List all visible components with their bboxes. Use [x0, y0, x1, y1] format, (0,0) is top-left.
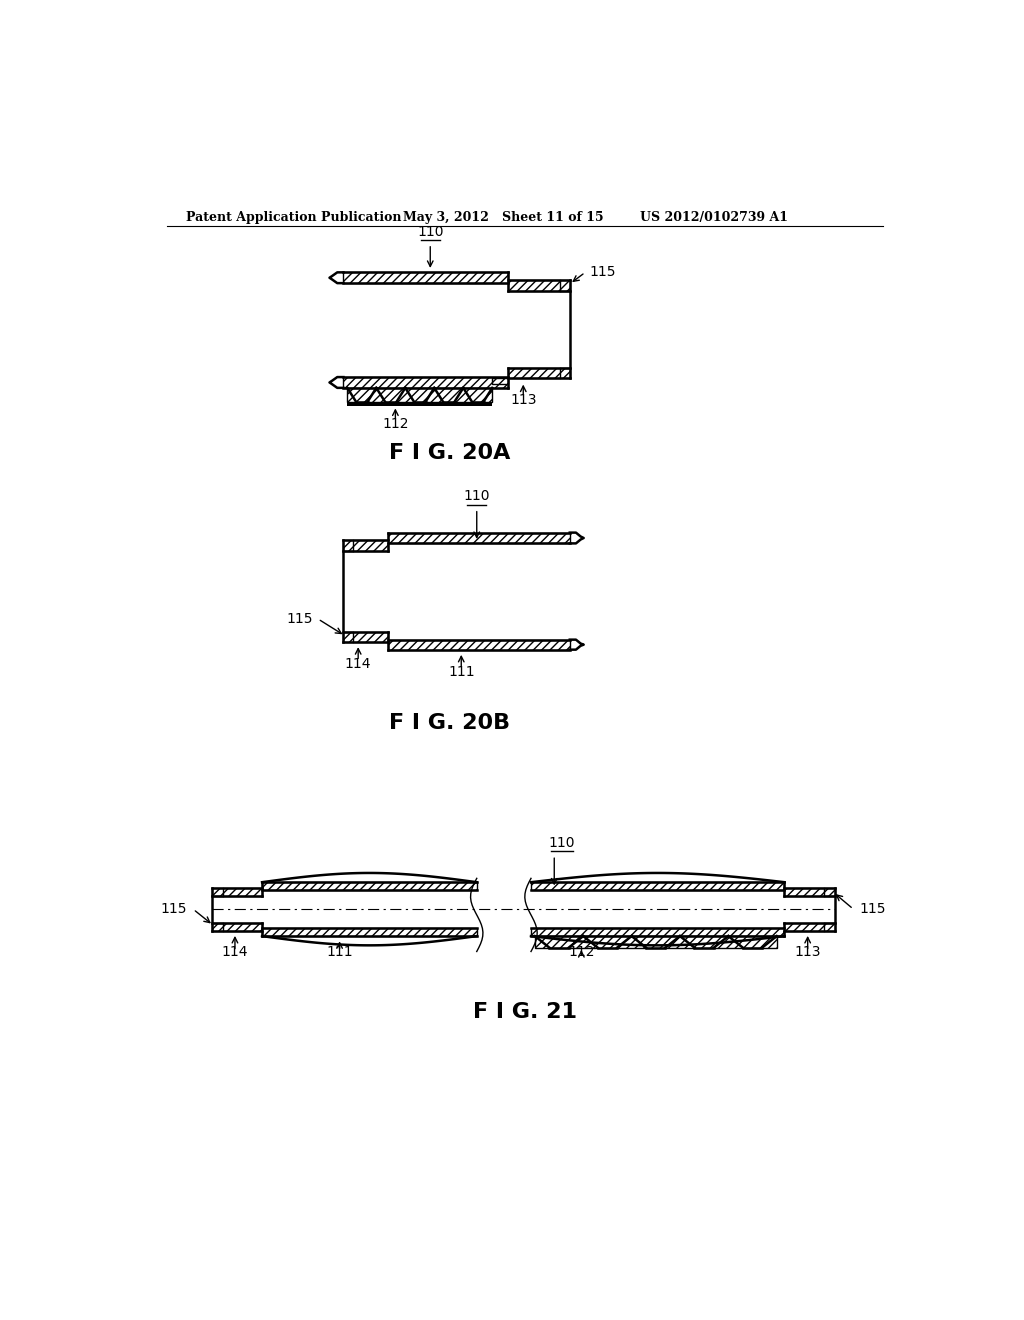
Text: 110: 110 [464, 490, 490, 503]
Bar [262, 882, 477, 890]
Bar [535, 936, 776, 948]
Bar [531, 928, 784, 936]
Text: US 2012/0102739 A1: US 2012/0102739 A1 [640, 211, 787, 224]
Bar [262, 928, 477, 936]
Text: 115: 115 [859, 902, 886, 916]
Bar [212, 923, 262, 931]
Text: 114: 114 [345, 657, 372, 671]
Text: May 3, 2012   Sheet 11 of 15: May 3, 2012 Sheet 11 of 15 [403, 211, 604, 224]
Text: 115: 115 [161, 902, 187, 916]
Bar [212, 888, 262, 896]
Text: 115: 115 [589, 265, 615, 280]
Bar [508, 280, 569, 290]
Text: F I G. 21: F I G. 21 [473, 1002, 577, 1022]
Bar [343, 378, 508, 388]
Bar [784, 923, 835, 931]
Text: 112: 112 [382, 417, 409, 430]
Text: F I G. 20A: F I G. 20A [389, 444, 510, 463]
Bar [508, 368, 569, 378]
Text: 115: 115 [286, 612, 312, 626]
Bar [388, 640, 569, 649]
Bar [343, 632, 388, 642]
Text: 112: 112 [568, 945, 595, 960]
Bar [388, 533, 569, 544]
Bar [531, 882, 784, 890]
Text: 114: 114 [222, 945, 248, 960]
Text: Patent Application Publication: Patent Application Publication [186, 211, 401, 224]
Text: 113: 113 [510, 393, 537, 407]
Bar [493, 378, 508, 384]
Bar [784, 888, 835, 896]
Bar [347, 388, 493, 401]
Text: 110: 110 [549, 836, 575, 850]
Bar [347, 401, 493, 405]
Bar [343, 540, 388, 552]
Text: 111: 111 [327, 945, 353, 960]
Text: 110: 110 [417, 226, 443, 239]
Bar [343, 272, 508, 284]
Text: 113: 113 [795, 945, 821, 960]
Text: 111: 111 [447, 665, 474, 678]
Text: F I G. 20B: F I G. 20B [389, 713, 510, 733]
